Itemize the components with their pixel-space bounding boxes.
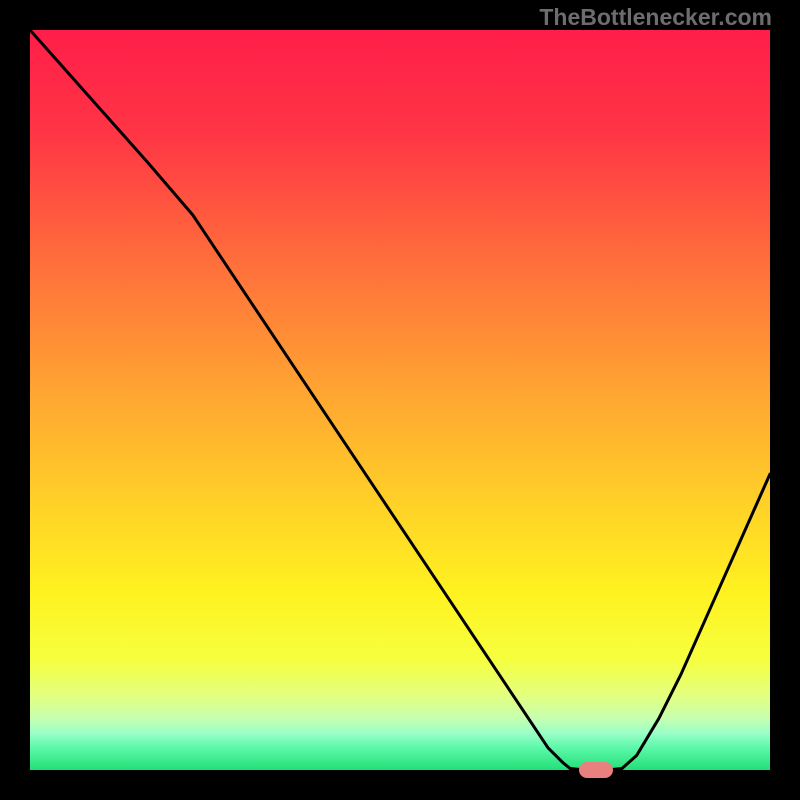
chart-frame: TheBottlenecker.com (0, 0, 800, 800)
optimal-point-marker (579, 762, 613, 778)
heatmap-gradient-background (30, 30, 770, 770)
plot-area (30, 30, 770, 770)
watermark-text: TheBottlenecker.com (539, 4, 772, 31)
